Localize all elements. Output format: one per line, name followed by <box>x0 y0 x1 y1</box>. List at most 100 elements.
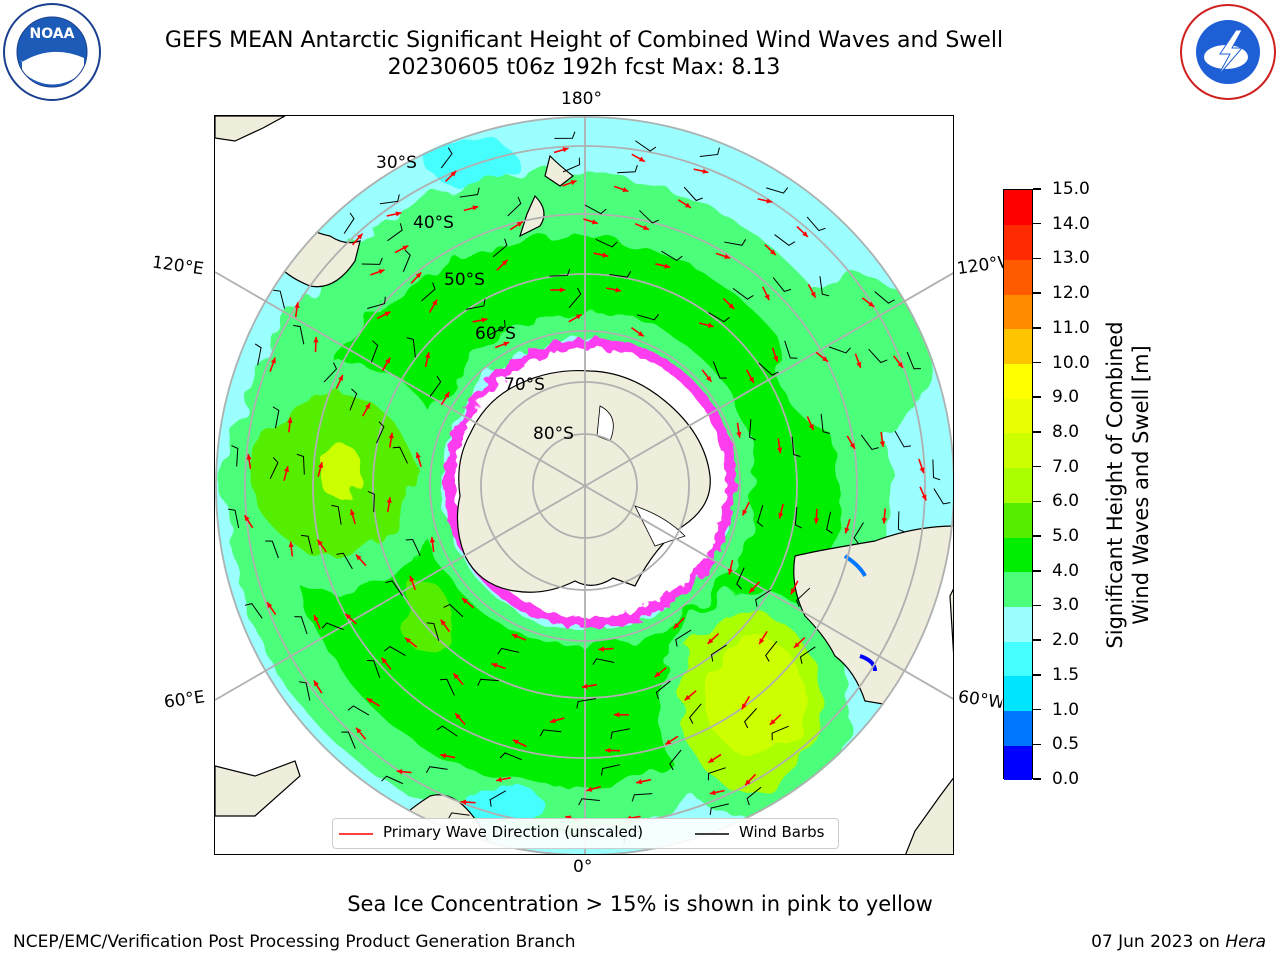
wind-barb <box>736 567 745 590</box>
colorbar-tick-label: 10.0 <box>1052 352 1090 373</box>
wave-direction-arrowhead <box>313 336 319 343</box>
wind-barb <box>269 457 279 479</box>
wind-barb <box>784 340 798 359</box>
wave-direction-arrowhead <box>822 356 829 362</box>
wave-direction-arrowhead <box>378 269 385 275</box>
lat-label-70s: 70°S <box>504 375 545 395</box>
colorbar-label-line2: Wind Waves and Swell [m] <box>1129 345 1153 625</box>
wind-barb <box>710 644 727 662</box>
wind-barb <box>932 459 941 481</box>
wave-direction-arrowhead <box>586 786 593 792</box>
wave-direction-arrowhead <box>724 253 731 259</box>
wave-direction-arrowhead <box>415 452 421 459</box>
wave-direction-arrowhead <box>684 202 691 208</box>
wave-direction-arrowhead <box>357 233 363 240</box>
colorbar-tick <box>1033 257 1041 260</box>
wind-barb <box>578 798 600 806</box>
colorbar-tick <box>1033 743 1041 746</box>
wind-barb <box>539 729 562 737</box>
wind-barb <box>661 250 683 262</box>
wave-direction-arrowhead <box>345 613 352 620</box>
wave-direction-arrowhead <box>462 598 468 604</box>
lat-label-40s: 40°S <box>413 213 454 233</box>
colorbar-segment <box>1004 190 1032 226</box>
wind-barb <box>828 346 851 354</box>
colorbar-segment <box>1004 467 1032 503</box>
wind-barb <box>631 793 653 802</box>
wind-barb <box>774 234 796 246</box>
wave-direction-arrowhead <box>766 198 773 204</box>
wave-direction-arrowhead <box>591 219 598 225</box>
colorbar-tick <box>1033 535 1041 537</box>
colorbar-tick <box>1033 674 1041 676</box>
wave-direction-arrowhead <box>707 322 714 328</box>
wind-barb <box>617 164 638 174</box>
wind-barb <box>406 337 416 358</box>
wind-barb <box>592 658 615 665</box>
wave-direction-arrowhead <box>365 403 371 409</box>
wave-direction-arrowhead <box>409 575 415 582</box>
wave-direction-arrowhead <box>356 727 362 734</box>
colorbar-tick-label: 3.0 <box>1052 595 1080 616</box>
wave-direction-arrowhead <box>453 673 459 680</box>
colorbar-segment <box>1004 606 1032 642</box>
wind-barb <box>361 257 383 265</box>
wind-barb <box>347 705 370 716</box>
wind-barb <box>584 204 607 215</box>
wind-barb <box>675 629 692 647</box>
polar-map: 30°S 40°S 50°S 60°S 70°S 80°S <box>214 115 954 855</box>
wind-barb <box>375 421 385 444</box>
wind-barb <box>595 238 618 248</box>
wave-direction-arrowhead <box>709 790 716 796</box>
wind-barb <box>743 708 758 729</box>
wave-direction-arrowhead <box>460 799 467 805</box>
colorbar-tick <box>1033 292 1041 294</box>
wind-barb <box>349 388 358 411</box>
map-legend: Primary Wave Direction (unscaled) Wind B… <box>332 818 839 849</box>
wind-barb <box>709 803 729 815</box>
wind-barb <box>568 287 582 309</box>
wave-direction-arrowhead <box>742 509 748 516</box>
wind-barb <box>273 289 286 309</box>
lon-label-upper-right: 120°W <box>955 252 1005 280</box>
wind-barb <box>853 522 864 544</box>
wind-barb <box>610 728 630 740</box>
wind-barb <box>244 603 263 619</box>
wave-direction-arrowhead <box>511 633 518 639</box>
colorbar-tick <box>1033 639 1041 641</box>
colorbar-tick-label: 4.0 <box>1052 560 1080 581</box>
footer-machine: Hera <box>1225 932 1266 952</box>
colorbar-label-line1: Significant Height of Combined <box>1103 321 1127 649</box>
wave-direction-arrowhead <box>897 361 903 368</box>
wave-direction-arrowhead <box>455 713 461 720</box>
colorbar-segment <box>1004 502 1032 538</box>
wind-barb <box>421 282 436 302</box>
wave-direction-arrowhead <box>575 314 582 320</box>
wind-barb <box>732 287 754 300</box>
wind-barb <box>443 603 464 618</box>
wind-barb <box>499 752 522 761</box>
wind-barb <box>756 504 764 528</box>
wind-barb <box>488 319 506 336</box>
wind-barb <box>689 703 702 724</box>
colorbar-tick <box>1033 396 1041 398</box>
noaa-logo-icon: NOAA <box>3 3 101 101</box>
wave-direction-arrowhead <box>856 361 862 368</box>
wind-barb <box>933 488 951 505</box>
wave-direction-arrowhead <box>396 769 403 775</box>
vector-layer <box>228 131 951 844</box>
wave-direction-arrowhead <box>350 509 356 516</box>
colorbar-tick-label: 7.0 <box>1052 456 1080 477</box>
wind-barb <box>425 766 448 774</box>
wave-direction-arrowhead <box>673 623 680 629</box>
wave-direction-arrowhead <box>707 638 714 644</box>
wind-barb <box>683 186 703 202</box>
wave-direction-arrowhead <box>919 467 925 474</box>
colorbar-tick <box>1033 500 1041 503</box>
wind-barb <box>381 775 404 785</box>
wind-barb <box>746 786 762 806</box>
wave-direction-arrowhead <box>288 541 294 548</box>
lon-label-top: 180° <box>561 89 602 109</box>
wave-direction-arrowhead <box>684 694 691 701</box>
wind-barb <box>820 413 831 435</box>
